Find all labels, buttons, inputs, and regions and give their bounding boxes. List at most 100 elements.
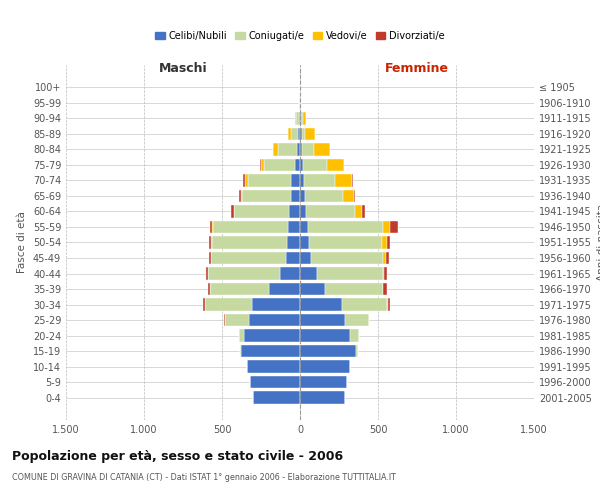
Bar xyxy=(295,112,296,125)
Bar xyxy=(300,282,325,296)
Bar xyxy=(304,174,335,187)
Bar xyxy=(383,267,384,280)
Bar xyxy=(306,205,355,218)
Bar xyxy=(384,267,388,280)
Bar xyxy=(206,267,208,280)
Bar xyxy=(261,158,264,172)
Bar xyxy=(308,236,382,249)
Bar xyxy=(300,128,302,140)
Bar xyxy=(242,190,290,202)
Bar xyxy=(290,190,300,202)
Bar xyxy=(391,220,398,234)
Bar xyxy=(386,252,389,264)
Bar xyxy=(325,282,383,296)
Bar xyxy=(300,236,308,249)
Bar xyxy=(243,174,245,187)
Bar xyxy=(314,143,329,156)
Bar xyxy=(286,252,300,264)
Bar xyxy=(300,158,303,172)
Bar xyxy=(356,344,358,358)
Bar xyxy=(205,298,251,311)
Bar xyxy=(225,314,248,326)
Bar xyxy=(300,344,356,358)
Bar xyxy=(292,174,300,187)
Bar xyxy=(382,236,386,249)
Bar xyxy=(302,143,314,156)
Bar xyxy=(355,205,362,218)
Bar xyxy=(232,205,234,218)
Bar xyxy=(280,267,300,280)
Bar xyxy=(208,282,209,296)
Text: Femmine: Femmine xyxy=(385,62,449,75)
Bar xyxy=(317,267,383,280)
Bar xyxy=(308,220,383,234)
Bar xyxy=(299,112,300,125)
Bar xyxy=(209,236,211,249)
Bar xyxy=(224,314,225,326)
Bar xyxy=(300,205,306,218)
Bar xyxy=(209,252,211,264)
Bar xyxy=(287,236,300,249)
Bar xyxy=(234,205,235,218)
Bar xyxy=(300,143,302,156)
Bar xyxy=(235,205,289,218)
Bar xyxy=(211,252,286,264)
Bar xyxy=(343,190,354,202)
Bar xyxy=(295,158,300,172)
Bar xyxy=(300,267,317,280)
Bar xyxy=(241,344,300,358)
Bar xyxy=(311,252,383,264)
Bar xyxy=(300,360,350,373)
Bar xyxy=(287,220,300,234)
Y-axis label: Fasce di età: Fasce di età xyxy=(17,212,27,274)
Bar xyxy=(208,267,280,280)
Bar xyxy=(239,190,241,202)
Bar xyxy=(300,329,350,342)
Bar xyxy=(212,236,287,249)
Bar xyxy=(305,128,315,140)
Bar xyxy=(297,143,300,156)
Bar xyxy=(352,174,353,187)
Bar xyxy=(269,282,300,296)
Bar xyxy=(302,128,305,140)
Bar xyxy=(300,298,342,311)
Bar xyxy=(273,143,274,156)
Bar xyxy=(260,158,261,172)
Legend: Celibi/Nubili, Coniugati/e, Vedovi/e, Divorziati/e: Celibi/Nubili, Coniugati/e, Vedovi/e, Di… xyxy=(151,28,449,45)
Bar xyxy=(287,128,290,140)
Bar xyxy=(335,174,352,187)
Bar xyxy=(241,190,242,202)
Bar xyxy=(300,314,345,326)
Bar xyxy=(368,314,370,326)
Bar xyxy=(300,174,304,187)
Text: Popolazione per età, sesso e stato civile - 2006: Popolazione per età, sesso e stato civil… xyxy=(12,450,343,463)
Bar xyxy=(248,174,292,187)
Bar xyxy=(300,391,345,404)
Bar xyxy=(290,128,298,140)
Bar xyxy=(250,376,300,388)
Bar xyxy=(274,143,278,156)
Bar xyxy=(301,112,303,125)
Bar xyxy=(303,158,326,172)
Bar xyxy=(342,298,388,311)
Text: Maschi: Maschi xyxy=(158,62,208,75)
Bar xyxy=(354,190,355,202)
Bar xyxy=(350,329,359,342)
Bar xyxy=(209,282,269,296)
Bar xyxy=(278,143,297,156)
Bar xyxy=(305,190,343,202)
Bar xyxy=(244,329,300,342)
Bar xyxy=(388,298,391,311)
Bar xyxy=(303,112,306,125)
Bar xyxy=(253,391,300,404)
Bar xyxy=(383,220,391,234)
Bar xyxy=(300,220,308,234)
Bar xyxy=(298,128,300,140)
Bar xyxy=(300,112,301,125)
Bar xyxy=(211,236,212,249)
Bar xyxy=(383,282,386,296)
Bar xyxy=(386,236,391,249)
Bar xyxy=(239,329,244,342)
Bar xyxy=(209,220,212,234)
Text: COMUNE DI GRAVINA DI CATANIA (CT) - Dati ISTAT 1° gennaio 2006 - Elaborazione TU: COMUNE DI GRAVINA DI CATANIA (CT) - Dati… xyxy=(12,472,396,482)
